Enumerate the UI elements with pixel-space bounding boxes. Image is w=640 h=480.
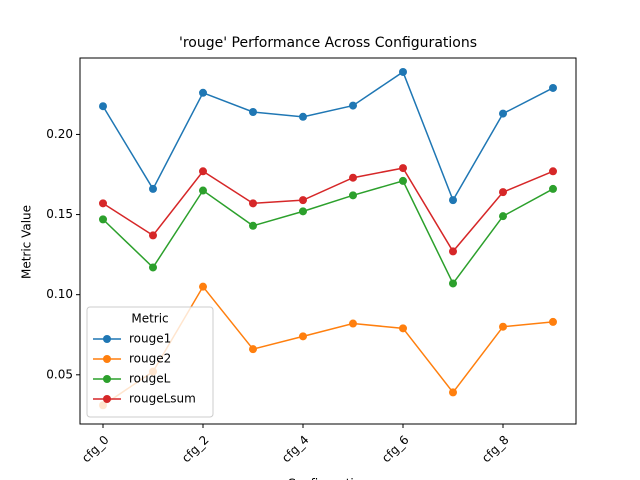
y-tick-label: 0.05 bbox=[46, 367, 73, 381]
data-point bbox=[99, 199, 107, 208]
data-point bbox=[499, 322, 507, 331]
legend-label: rougeL bbox=[129, 372, 171, 386]
data-point bbox=[499, 109, 507, 118]
data-point bbox=[549, 167, 557, 176]
x-tick-label: cfg_6 bbox=[379, 433, 412, 466]
data-point bbox=[349, 319, 357, 328]
data-point bbox=[549, 184, 557, 193]
data-point bbox=[349, 191, 357, 200]
series-line bbox=[102, 180, 554, 285]
data-point bbox=[349, 173, 357, 182]
data-point bbox=[199, 88, 207, 97]
x-tick-label: cfg_0 bbox=[79, 433, 112, 466]
data-point bbox=[499, 212, 507, 221]
data-point bbox=[549, 83, 557, 92]
data-point bbox=[249, 221, 257, 230]
data-point bbox=[199, 282, 207, 291]
data-point bbox=[499, 188, 507, 197]
legend-marker bbox=[103, 375, 111, 383]
data-point bbox=[149, 263, 157, 272]
plot-area bbox=[79, 57, 577, 425]
data-point bbox=[99, 102, 107, 111]
y-tick-label: 0.10 bbox=[46, 287, 73, 301]
legend-marker bbox=[103, 395, 111, 403]
series-line bbox=[102, 167, 554, 253]
data-point bbox=[149, 231, 157, 240]
data-point bbox=[249, 199, 257, 208]
data-point bbox=[449, 279, 457, 288]
data-point bbox=[299, 112, 307, 121]
data-point bbox=[449, 388, 457, 397]
y-tick-label: 0.20 bbox=[46, 127, 73, 141]
data-point bbox=[249, 345, 257, 354]
data-point bbox=[349, 101, 357, 110]
x-axis-label: Configuration bbox=[287, 477, 368, 480]
data-point bbox=[399, 176, 407, 185]
legend-marker bbox=[103, 335, 111, 343]
data-point bbox=[449, 247, 457, 256]
data-point bbox=[199, 186, 207, 195]
data-point bbox=[299, 207, 307, 216]
x-tick-label: cfg_4 bbox=[279, 433, 312, 466]
data-point bbox=[399, 164, 407, 173]
legend-title: Metric bbox=[131, 312, 168, 326]
y-tick-label: 0.15 bbox=[46, 207, 73, 221]
x-tick-label: cfg_2 bbox=[179, 433, 212, 466]
legend-label: rouge2 bbox=[129, 352, 171, 366]
data-point bbox=[99, 215, 107, 224]
legend-label: rouge1 bbox=[129, 332, 171, 346]
data-point bbox=[449, 196, 457, 205]
data-point bbox=[549, 317, 557, 326]
data-point bbox=[199, 167, 207, 176]
legend-box bbox=[86, 306, 214, 418]
data-point bbox=[249, 108, 257, 117]
legend-marker bbox=[103, 355, 111, 363]
data-point bbox=[149, 184, 157, 193]
series-line bbox=[102, 70, 554, 202]
data-point bbox=[299, 332, 307, 341]
y-axis-label: Metric Value bbox=[20, 205, 34, 279]
chart-title: 'rouge' Performance Across Configuration… bbox=[179, 35, 477, 51]
data-point bbox=[399, 324, 407, 333]
data-point bbox=[299, 196, 307, 205]
data-point bbox=[399, 67, 407, 76]
x-tick-label: cfg_8 bbox=[479, 433, 512, 466]
legend-label: rougeLsum bbox=[129, 392, 196, 406]
